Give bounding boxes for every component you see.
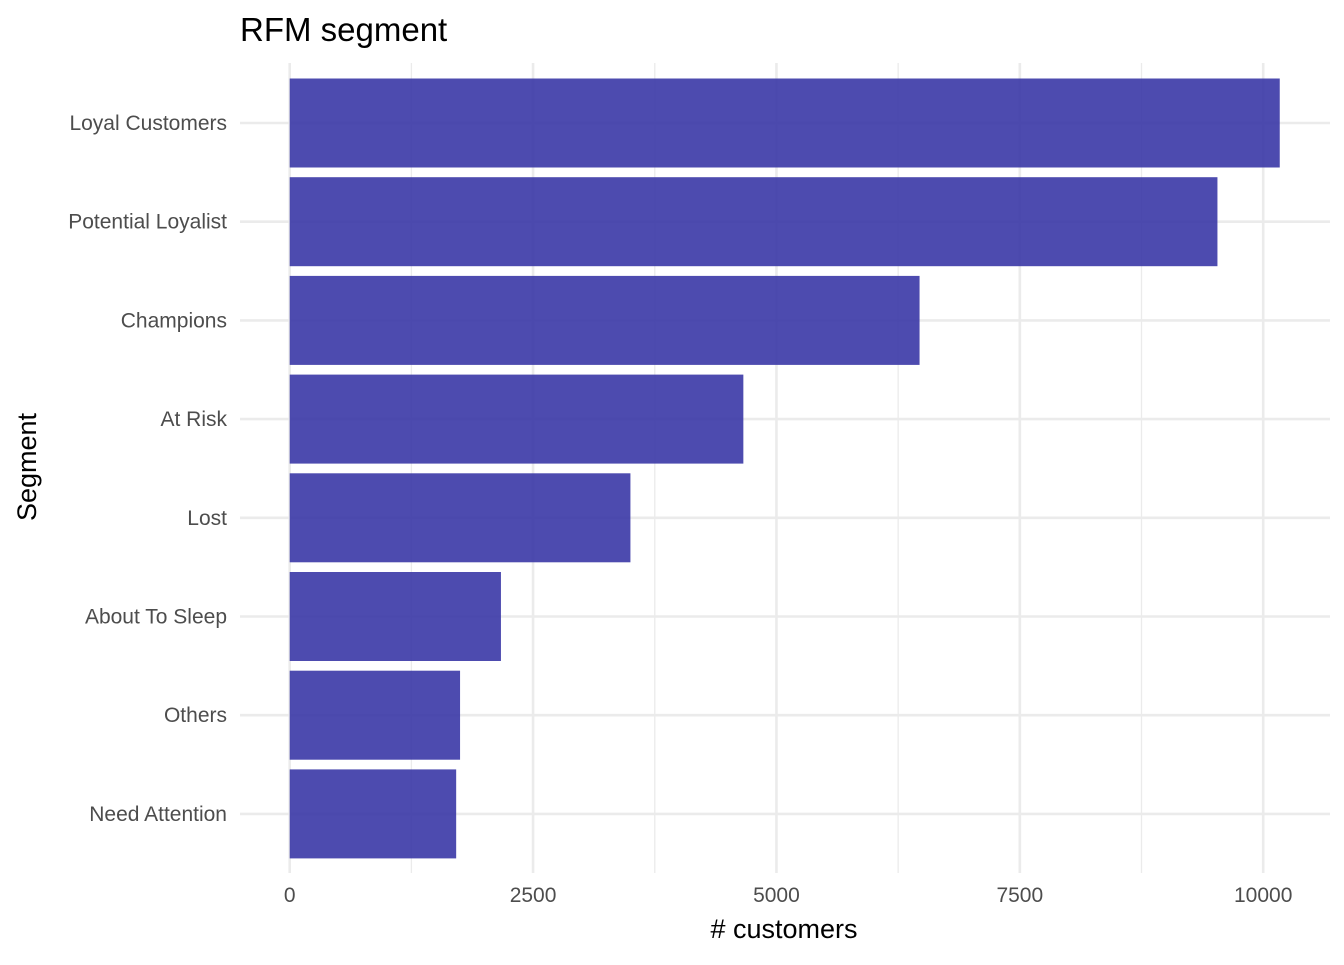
bars-layer bbox=[289, 78, 1280, 859]
bar-loyal-customers bbox=[289, 78, 1280, 168]
x-tick-label: 7500 bbox=[996, 884, 1043, 907]
y-tick-labels: Loyal Customers Potential Loyalist Champio… bbox=[68, 112, 227, 826]
y-tick-label: Champions bbox=[121, 309, 227, 332]
bar-about-to-sleep bbox=[289, 572, 501, 661]
x-tick-label: 10000 bbox=[1234, 884, 1292, 907]
x-tick-label: 2500 bbox=[510, 884, 557, 907]
y-tick-label: About To Sleep bbox=[85, 606, 227, 629]
x-tick-label: 0 bbox=[284, 884, 296, 907]
x-tick-labels: 0 2500 5000 7500 10000 bbox=[284, 884, 1293, 907]
y-tick-label: Others bbox=[164, 704, 227, 727]
bar-champions bbox=[289, 275, 920, 365]
y-tick-label: At Risk bbox=[160, 408, 227, 431]
chart-title: RFM segment bbox=[240, 11, 447, 48]
y-axis-title: Segment bbox=[12, 412, 42, 521]
bar-others bbox=[289, 670, 461, 760]
y-tick-label: Loyal Customers bbox=[69, 112, 227, 135]
y-tick-label: Need Attention bbox=[89, 803, 227, 826]
y-tick-label: Lost bbox=[187, 507, 227, 530]
bar-at-risk bbox=[289, 374, 744, 464]
y-tick-label: Potential Loyalist bbox=[68, 211, 227, 234]
x-axis-title: # customers bbox=[710, 914, 857, 944]
bar-potential-loyalist bbox=[289, 177, 1218, 267]
bar-lost bbox=[289, 473, 631, 563]
bar-need-attention bbox=[289, 769, 457, 859]
x-tick-label: 5000 bbox=[753, 884, 800, 907]
